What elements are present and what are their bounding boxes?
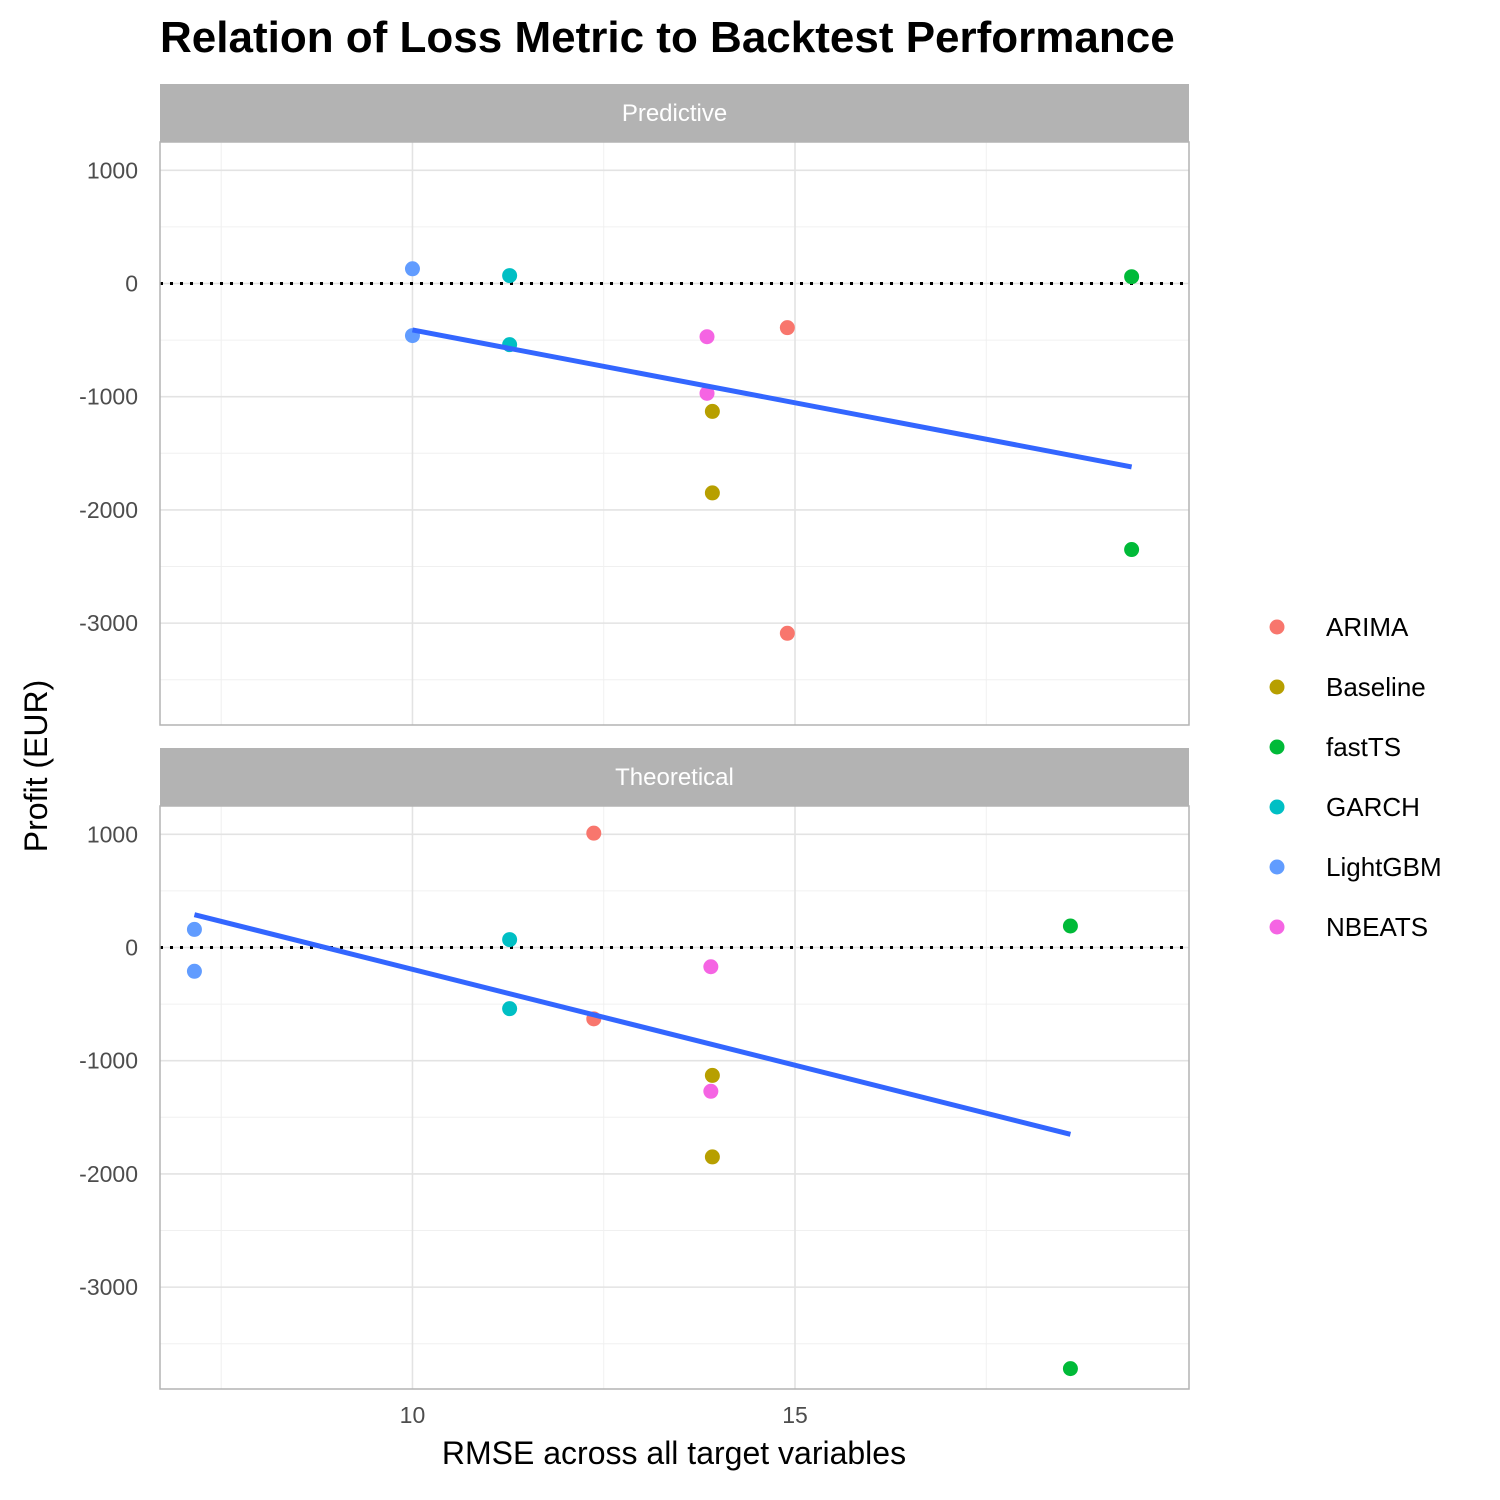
legend-key — [1269, 619, 1285, 635]
point-garch — [502, 268, 518, 284]
point-lightgbm — [186, 921, 202, 937]
legend-key — [1269, 679, 1285, 695]
trend-line — [193, 912, 1072, 1137]
y-tick-label: 1000 — [87, 821, 138, 847]
panel-predictive: Predictive 1000 0 -1000 -2000 -3000 — [79, 84, 1190, 726]
point-fastts — [1124, 542, 1140, 558]
y-tick-label: -1000 — [79, 384, 138, 410]
point-nbeats — [699, 329, 715, 345]
legend-label: ARIMA — [1326, 612, 1409, 642]
x-tick-label: 10 — [400, 1402, 426, 1428]
legend-label: GARCH — [1326, 792, 1420, 822]
legend-item-lightgbm: LightGBM — [1269, 852, 1442, 882]
point-arima — [779, 625, 795, 641]
legend-key — [1269, 859, 1285, 875]
y-tick-label: -2000 — [79, 1161, 138, 1187]
point-nbeats — [699, 385, 715, 401]
legend-key — [1269, 739, 1285, 755]
facet-strip — [160, 748, 1189, 806]
point-baseline — [704, 1067, 720, 1083]
legend-item-fastts: fastTS — [1269, 732, 1401, 762]
legend-label: NBEATS — [1326, 912, 1428, 942]
point-fastts — [1062, 918, 1078, 934]
legend-key — [1269, 799, 1285, 815]
panel-background — [160, 806, 1189, 1389]
point-lightgbm — [404, 261, 420, 277]
y-tick-label: 0 — [125, 935, 138, 961]
facet-strip — [160, 84, 1189, 142]
y-tick-label: -2000 — [79, 497, 138, 523]
x-axis-title: RMSE across all target variables — [442, 1435, 906, 1471]
point-nbeats — [703, 1083, 719, 1099]
y-tick-label: -3000 — [79, 1274, 138, 1300]
legend-item-baseline: Baseline — [1269, 672, 1426, 702]
legend-item-nbeats: NBEATS — [1269, 912, 1428, 942]
panel-theoretical: Theoretical 1000 0 -1000 -2000 -3000 10 15 — [79, 748, 1190, 1428]
point-garch — [502, 1001, 518, 1017]
point-baseline — [704, 1149, 720, 1165]
y-axis-title: Profit (EUR) — [18, 680, 54, 852]
point-garch — [502, 932, 518, 948]
legend-label: Baseline — [1326, 672, 1426, 702]
legend-key — [1269, 919, 1285, 935]
point-fastts — [1062, 1361, 1078, 1377]
point-fastts — [1124, 269, 1140, 285]
legend-item-garch: GARCH — [1269, 792, 1420, 822]
point-arima — [586, 825, 602, 841]
y-tick-label: -3000 — [79, 610, 138, 636]
facets: Predictive10000-1000-2000-3000Theoretica… — [79, 84, 1190, 1428]
legend-item-arima: ARIMA — [1269, 612, 1409, 642]
point-arima — [779, 320, 795, 336]
y-tick-label: 0 — [125, 271, 138, 297]
facet-label: Theoretical — [615, 764, 734, 791]
chart-title: Relation of Loss Metric to Backtest Perf… — [160, 13, 1175, 62]
legend-label: LightGBM — [1326, 852, 1442, 882]
y-tick-label: -1000 — [79, 1048, 138, 1074]
point-nbeats — [703, 959, 719, 975]
x-tick-label: 15 — [782, 1402, 808, 1428]
legend: ARIMA Baseline fastTS GARCH LightGBM NBEATS — [1269, 612, 1442, 942]
panel-background — [160, 142, 1189, 725]
point-baseline — [704, 485, 720, 501]
legend-label: fastTS — [1326, 732, 1401, 762]
y-tick-label: 1000 — [87, 157, 138, 183]
facet-label: Predictive — [622, 100, 727, 127]
point-baseline — [704, 403, 720, 419]
trend-line — [412, 327, 1133, 470]
point-lightgbm — [186, 963, 202, 979]
